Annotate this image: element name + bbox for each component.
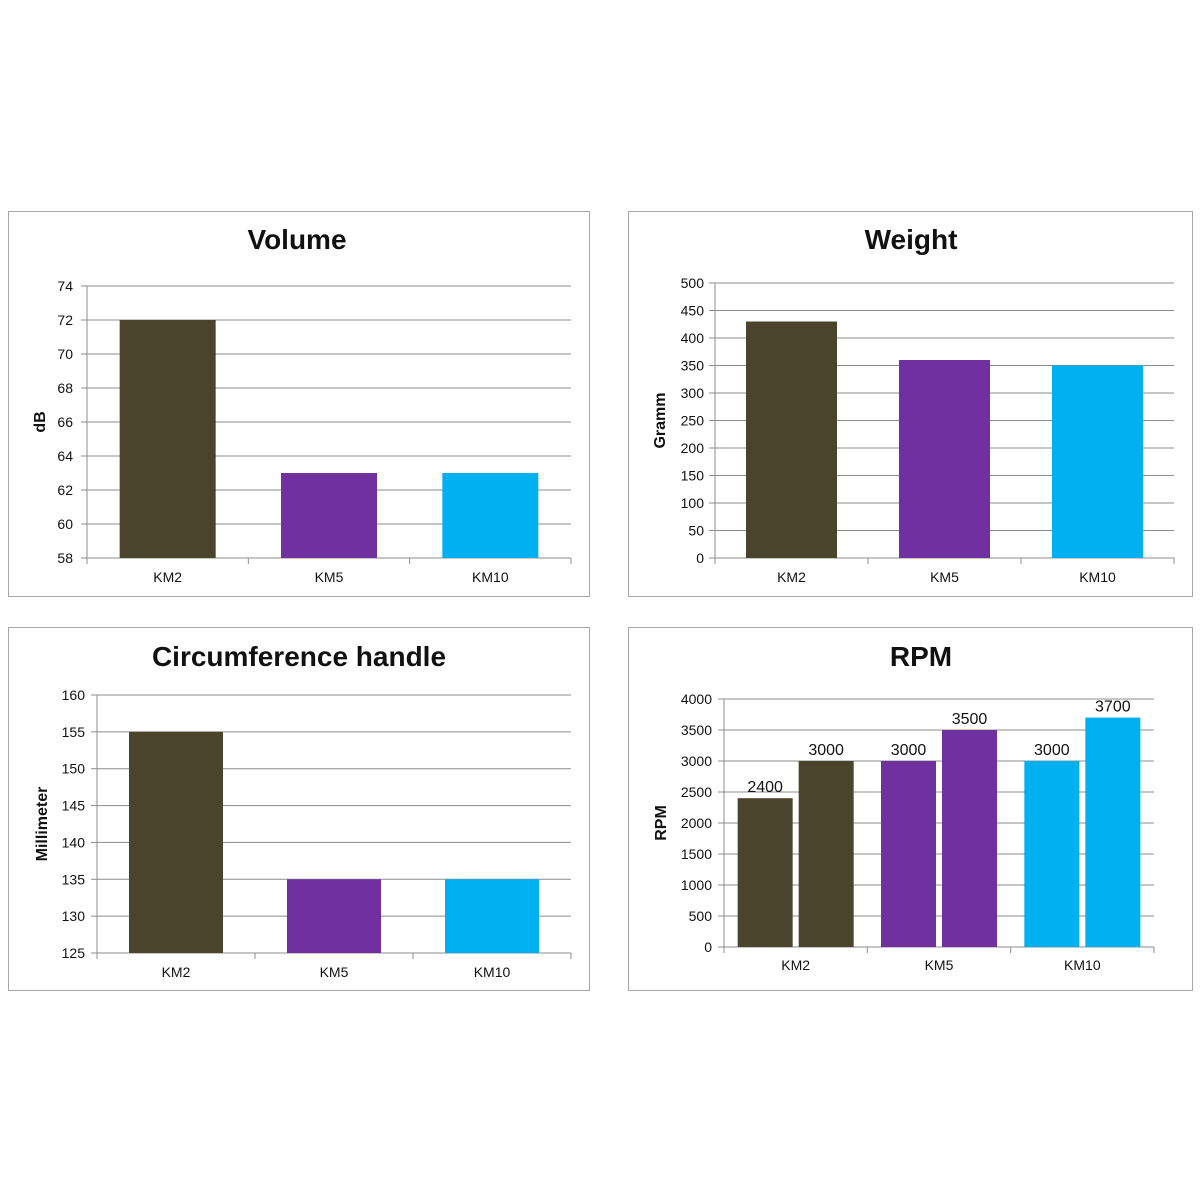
y-tick-label: 50	[688, 523, 704, 539]
bar	[119, 320, 216, 558]
rpm-chart-svg: RPM 0 500 1000 1500 2000 2500 3000 3500 4000 RPM KM…	[653, 641, 1155, 973]
bar	[942, 730, 997, 947]
data-label: 3700	[1095, 699, 1131, 716]
y-tick-label: 500	[689, 908, 713, 924]
y-axis-label: Millimeter	[34, 787, 51, 862]
bar	[1052, 365, 1143, 558]
bar	[899, 360, 990, 558]
chart-title: Weight	[865, 224, 958, 255]
bar	[445, 879, 539, 953]
y-tick-label: 72	[57, 312, 73, 328]
y-tick-label: 1000	[681, 877, 712, 893]
y-tick-label: 1500	[681, 846, 712, 862]
y-tick-label: 125	[62, 945, 86, 961]
y-axis-label: RPM	[653, 805, 670, 841]
y-tick-label: 62	[57, 482, 73, 498]
volume-chart-panel: Volume 58 60 62 64 66 68 70 72 74 dB KM2 KM5 KM10	[8, 211, 590, 597]
bar	[287, 879, 381, 953]
y-tick-label: 500	[681, 275, 705, 291]
y-tick-label: 3500	[681, 722, 712, 738]
y-tick-label: 140	[62, 834, 86, 850]
y-tick-label: 0	[704, 939, 712, 955]
y-tick-label: 100	[681, 495, 705, 511]
weight-chart-svg: Weight 0 50 100 150 200 250 300 350 400 450 500 Gram…	[652, 224, 1175, 585]
y-tick-label: 150	[681, 468, 705, 484]
bar	[442, 473, 539, 558]
x-tick-label: KM10	[1064, 957, 1101, 973]
data-label: 3000	[891, 742, 927, 759]
weight-chart-panel: Weight 0 50 100 150 200 250 300 350 400 450 500 Gram…	[628, 211, 1193, 597]
bar	[798, 761, 854, 947]
x-tick-label: KM5	[315, 569, 344, 585]
y-tick-label: 68	[57, 380, 73, 396]
y-axis-label: Gramm	[652, 392, 669, 448]
y-tick-label: 70	[57, 346, 73, 362]
y-tick-label: 3000	[681, 753, 712, 769]
x-tick-label: KM2	[162, 964, 191, 980]
y-tick-label: 155	[62, 724, 86, 740]
x-tick-label: KM10	[1079, 569, 1116, 585]
y-tick-label: 350	[681, 358, 705, 374]
circumference-chart-panel: Circumference handle 125 130 135 140 145 150 15…	[8, 627, 590, 991]
y-tick-label: 130	[62, 908, 86, 924]
y-tick-label: 300	[681, 385, 705, 401]
bar	[129, 731, 223, 953]
chart-title: RPM	[890, 641, 952, 672]
data-label: 3500	[952, 711, 988, 728]
y-axis-label: dB	[32, 411, 49, 432]
data-label: 3000	[808, 742, 844, 759]
x-tick-label: KM10	[472, 569, 509, 585]
x-tick-label: KM5	[925, 957, 954, 973]
bar	[281, 473, 377, 558]
y-tick-label: 4000	[681, 691, 712, 707]
bar	[746, 321, 837, 558]
bar	[737, 798, 793, 947]
y-tick-label: 450	[681, 303, 705, 319]
x-tick-label: KM5	[320, 964, 349, 980]
x-tick-label: KM2	[153, 569, 182, 585]
bar	[1085, 717, 1141, 947]
circumference-chart-svg: Circumference handle 125 130 135 140 145 150 15…	[34, 641, 572, 980]
y-tick-label: 135	[62, 871, 86, 887]
y-tick-label: 74	[57, 278, 73, 294]
y-tick-label: 200	[681, 440, 705, 456]
x-tick-label: KM2	[781, 957, 810, 973]
y-tick-label: 0	[696, 550, 704, 566]
volume-chart-svg: Volume 58 60 62 64 66 68 70 72 74 dB KM2 KM5 KM10	[32, 224, 572, 585]
y-tick-label: 160	[62, 687, 86, 703]
y-tick-label: 150	[62, 761, 86, 777]
data-label: 3000	[1034, 742, 1070, 759]
y-tick-label: 250	[681, 413, 705, 429]
y-tick-label: 58	[57, 550, 73, 566]
chart-title: Volume	[247, 224, 346, 255]
y-tick-label: 64	[57, 448, 73, 464]
rpm-chart-panel: RPM 0 500 1000 1500 2000 2500 3000 3500 4000 RPM KM…	[628, 627, 1193, 991]
y-tick-label: 2500	[681, 784, 712, 800]
x-tick-label: KM2	[777, 569, 806, 585]
x-tick-label: KM10	[474, 964, 511, 980]
x-tick-label: KM5	[930, 569, 959, 585]
y-tick-label: 66	[57, 414, 73, 430]
bar	[1024, 761, 1080, 947]
y-tick-label: 400	[681, 330, 705, 346]
y-tick-label: 60	[57, 516, 73, 532]
y-tick-label: 145	[62, 798, 86, 814]
bar	[881, 761, 936, 947]
y-tick-label: 2000	[681, 815, 712, 831]
chart-title: Circumference handle	[152, 641, 446, 672]
data-label: 2400	[747, 779, 783, 796]
